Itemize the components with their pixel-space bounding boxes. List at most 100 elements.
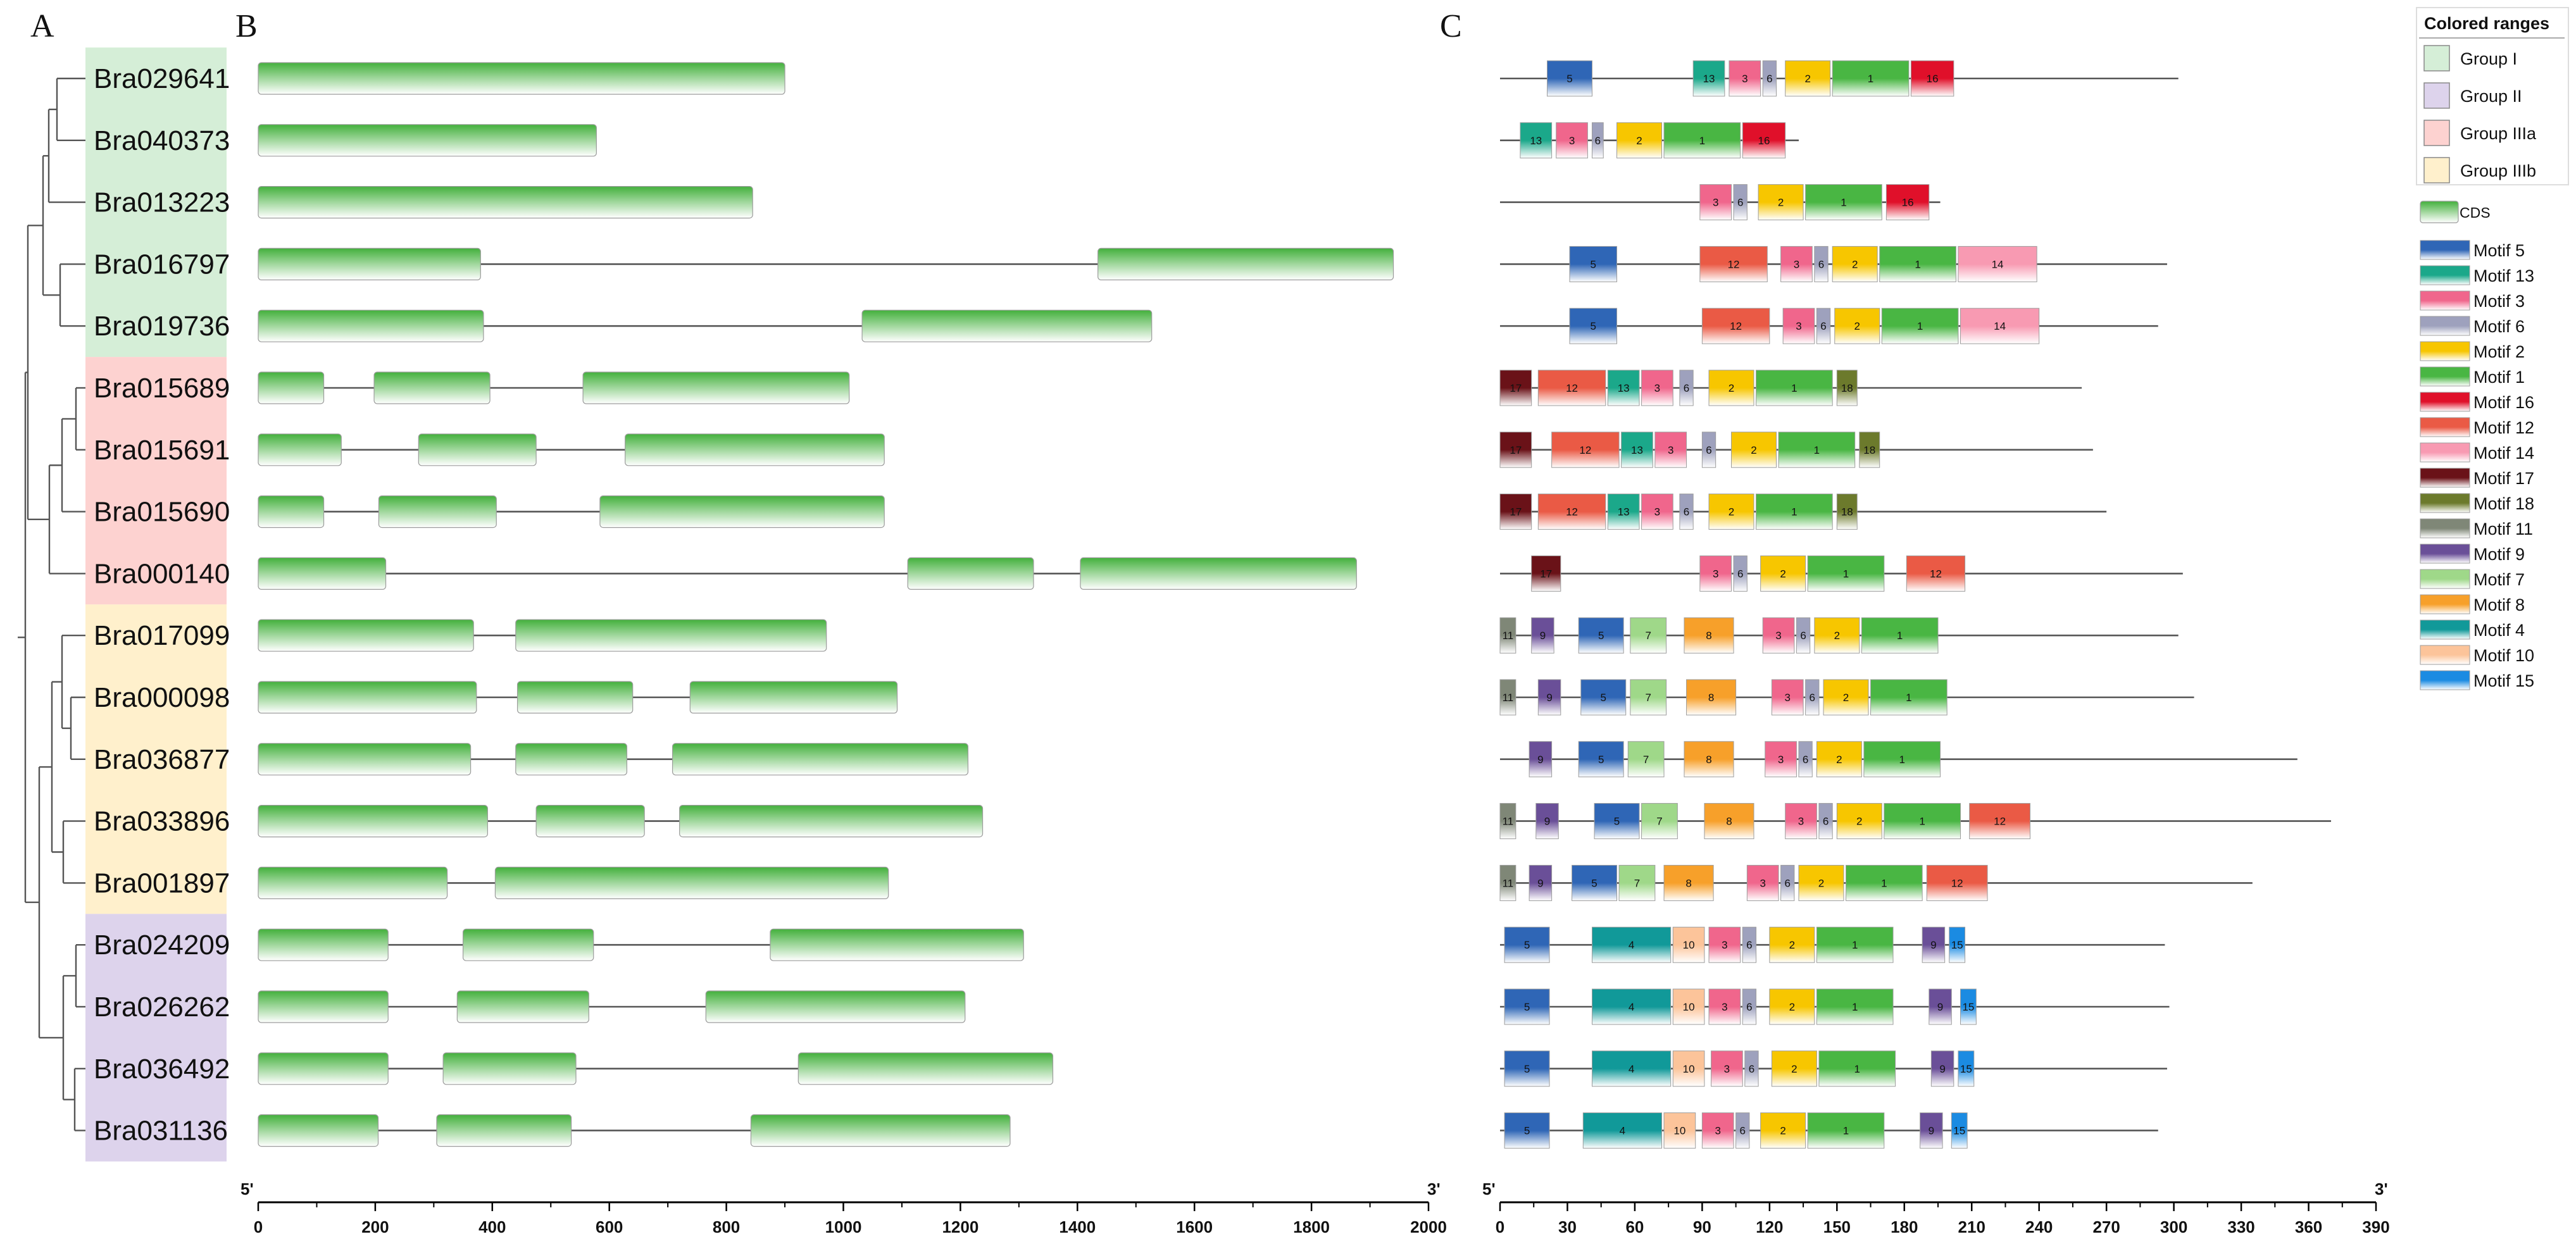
axis-tick-label: 200 [361, 1217, 389, 1236]
motif-box [1782, 308, 1815, 344]
gene-structure-row [258, 1052, 1054, 1085]
motif-box-label: 10 [1683, 1001, 1695, 1013]
motif-box [1805, 184, 1882, 221]
motif-box [1686, 679, 1737, 716]
legend-group-swatch [2423, 45, 2450, 72]
exon-cds [705, 990, 966, 1023]
motif-box [1780, 864, 1795, 901]
motif-box [1529, 864, 1553, 901]
motif-box [1499, 494, 1532, 530]
motif-box [1578, 741, 1624, 778]
motif-box-label: 8 [1685, 877, 1691, 889]
axis-tick-label: 240 [2025, 1217, 2053, 1236]
motif-box-label: 7 [1645, 692, 1651, 704]
legend-motif-label: Motif 5 [2473, 241, 2525, 260]
motif-box [1771, 1050, 1817, 1087]
motif-structure-row: 17 3 6 2 1 12 [1500, 555, 2183, 592]
motif-box [1778, 432, 1856, 468]
motif-box [1798, 741, 1813, 778]
motif-box [1960, 988, 1977, 1025]
exon-cds [861, 309, 1153, 342]
motif-box-label: 9 [1537, 754, 1543, 766]
motif-box-label: 12 [1930, 568, 1942, 580]
motif-box [1765, 741, 1797, 778]
axis-tick-label: 1400 [1059, 1217, 1096, 1236]
exon-cds [582, 371, 850, 404]
motif-box [1910, 60, 1954, 97]
exon-cds [462, 928, 594, 961]
motif-box [1684, 741, 1734, 778]
motif-box-label: 5 [1524, 1125, 1530, 1137]
motif-box [1836, 494, 1858, 530]
motif-box [1704, 803, 1754, 840]
motif-box [1578, 617, 1624, 654]
legend-motif-label: Motif 11 [2473, 520, 2533, 538]
motif-box-label: 1 [1843, 568, 1849, 580]
axis-tick-label: 210 [1958, 1217, 1985, 1236]
motif-box-label: 3 [1796, 320, 1801, 332]
motif-box-label: 3 [1742, 73, 1748, 85]
gene-structure-row [258, 247, 1394, 280]
motif-box-label: 8 [1706, 754, 1711, 766]
motif-box-label: 13 [1703, 73, 1715, 85]
motif-box [1699, 555, 1732, 592]
motif-box-label: 1 [1791, 382, 1797, 394]
motif-box [1630, 617, 1667, 654]
motif-box [1807, 555, 1885, 592]
legend-motif-label: Motif 6 [2473, 317, 2525, 336]
legend-motif-swatch [2420, 670, 2470, 690]
motif-box [1733, 184, 1748, 221]
gene-label: Bra001897 [94, 868, 230, 899]
gene-structure-row [258, 495, 885, 528]
exon-cds [672, 743, 969, 776]
motif-box-label: 12 [1951, 877, 1963, 889]
gene-structure-row [258, 433, 885, 466]
legend-cds-swatch [2420, 201, 2459, 223]
gene-structure-row [258, 928, 1024, 961]
axis-tick-label: 360 [2295, 1217, 2322, 1236]
exon-cds [442, 1052, 577, 1085]
motif-box [1881, 308, 1959, 344]
motif-box [1760, 555, 1806, 592]
motif-structure-row: 17 12 13 3 6 2 1 18 [1499, 494, 2107, 530]
motif-box-label: 5 [1598, 630, 1604, 642]
exon-cds [258, 247, 481, 280]
exon-cds [258, 681, 477, 714]
motif-box-label: 3 [1784, 692, 1790, 704]
motif-box [1870, 679, 1948, 716]
axis-tick-label: 60 [1625, 1217, 1644, 1236]
motif-box-label: 2 [1852, 258, 1858, 270]
legend-motif-swatch [2420, 290, 2470, 311]
exon-cds [258, 371, 325, 404]
motif-structure-row: 5 4 10 3 6 2 1 9 15 [1500, 1112, 2158, 1149]
legend-motif-swatch [2420, 544, 2470, 564]
motif-box [1621, 432, 1653, 468]
exon-cds [258, 309, 484, 342]
motif-box [1627, 741, 1665, 778]
motif-box [1701, 308, 1770, 344]
axis-tick-label: 120 [1756, 1217, 1783, 1236]
motif-box [1920, 1112, 1943, 1149]
motif-box-label: 5 [1566, 73, 1572, 85]
motif-box-label: 1 [1919, 816, 1925, 828]
exon-cds [258, 1052, 389, 1085]
exon-cds [258, 495, 325, 528]
motif-box [1641, 370, 1673, 406]
motif-box [1834, 308, 1880, 344]
panel-label-b: B [235, 8, 258, 44]
axis-tick-label: 1200 [942, 1217, 979, 1236]
motif-box-label: 6 [1823, 816, 1829, 828]
motif-box-label: 15 [1962, 1001, 1974, 1013]
legend-motif-label: Motif 10 [2473, 646, 2534, 665]
motif-box [1708, 494, 1754, 530]
motif-box [1529, 741, 1553, 778]
motif-box [1951, 1112, 1968, 1149]
legend-motif-label: Motif 16 [2473, 393, 2534, 412]
legend-motif-swatch [2420, 518, 2470, 538]
motif-box [1861, 617, 1939, 654]
legend-motif-label: Motif 14 [2473, 444, 2534, 463]
exon-cds [1080, 557, 1357, 590]
gene-label-column: Bra029641 Bra040373 Bra013223 Bra016797 Bra0… [94, 63, 230, 1147]
gene-structure-row [258, 990, 966, 1023]
